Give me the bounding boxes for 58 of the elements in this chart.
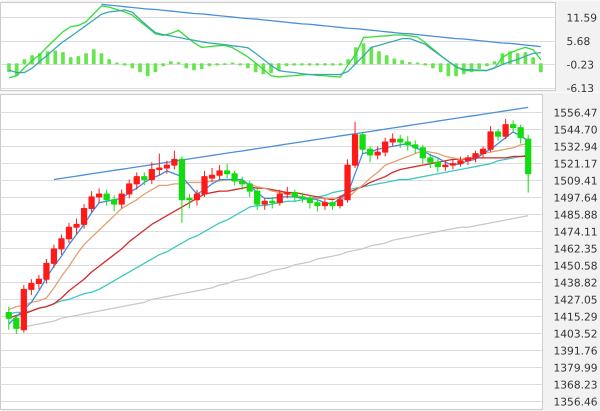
bar	[100, 53, 104, 64]
candlestick	[322, 198, 328, 210]
bar	[53, 50, 58, 64]
y-tick-label: 1532.94	[554, 140, 598, 154]
line-series	[100, 4, 542, 48]
bar	[22, 59, 26, 64]
y-tick-label: 1368.23	[554, 378, 598, 392]
y-tick-label: 11.59	[566, 12, 598, 25]
bar	[84, 53, 88, 64]
bar	[138, 63, 142, 72]
y-tick-label: 1356.46	[554, 395, 598, 408]
bar	[107, 59, 112, 64]
y-tick-label: 1403.52	[554, 327, 598, 340]
candlestick	[141, 172, 148, 186]
bar	[200, 63, 204, 70]
bar	[477, 63, 482, 70]
candlestick	[262, 198, 268, 210]
y-tick-label: 1438.82	[554, 276, 598, 290]
y-tick-label: 1391.76	[554, 344, 598, 358]
candlestick	[502, 118, 509, 140]
y-tick-label: 1379.99	[554, 361, 598, 374]
bar	[154, 63, 158, 72]
y-tick-label: 1427.05	[554, 293, 598, 306]
y-tick-label: 1450.58	[554, 259, 598, 272]
y-tick-label: 1497.64	[554, 191, 598, 204]
bar	[539, 63, 543, 72]
bar	[377, 51, 381, 64]
candlestick	[494, 128, 502, 142]
bar	[130, 63, 134, 68]
bar	[246, 63, 250, 68]
candlestick	[269, 196, 276, 209]
y-tick-label: 1485.88	[554, 208, 598, 222]
bar	[384, 55, 389, 64]
bar	[76, 56, 80, 64]
bar	[7, 63, 11, 72]
bar	[431, 63, 435, 68]
bar	[392, 58, 396, 64]
bar	[146, 63, 150, 76]
y-tick-label: -0.23	[566, 58, 594, 72]
bar	[400, 60, 404, 64]
y-tick-label: -6.13	[566, 82, 594, 96]
y-tick-label: 1474.11	[554, 225, 598, 238]
bar	[446, 63, 450, 76]
y-tick-label: 1556.47	[554, 106, 598, 120]
bar	[61, 52, 65, 64]
bar	[531, 57, 535, 64]
bar	[68, 57, 72, 64]
y-tick-label: 1544.70	[554, 123, 598, 136]
bar	[438, 63, 442, 72]
bar	[184, 63, 188, 68]
line-series	[53, 106, 529, 180]
bar	[192, 63, 196, 70]
y-tick-label: 1521.17	[554, 157, 598, 170]
y-tick-label: 5.68	[566, 35, 590, 48]
y-tick-label: 1509.41	[554, 174, 598, 188]
y-tick-label: 1462.35	[554, 242, 598, 256]
bar	[92, 49, 96, 64]
y-tick-label: 1415.29	[554, 310, 598, 324]
